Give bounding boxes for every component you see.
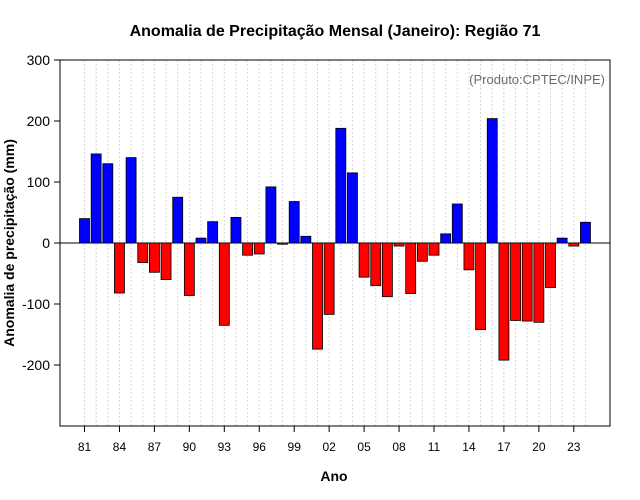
bar-2015 <box>475 242 487 331</box>
x-axis: 81 84 87 90 93 96 99 02 05 08 11 14 17 20 23 <box>78 426 581 454</box>
bar-1982 <box>90 153 102 244</box>
bar-2016 <box>486 118 498 244</box>
x-tick-label: 08 <box>392 440 406 454</box>
bar-2011 <box>428 242 440 256</box>
bar-2019 <box>521 242 533 322</box>
bar-1995 <box>242 242 254 256</box>
vertical-gridlines <box>84 60 586 426</box>
bar-1989 <box>172 196 184 244</box>
bar-2024 <box>580 221 591 244</box>
x-tick-label: 84 <box>113 440 127 454</box>
x-tick-label: 96 <box>253 440 267 454</box>
bar-1994 <box>230 216 242 244</box>
bar-1991 <box>195 237 207 244</box>
x-axis-label: Ano <box>320 468 347 484</box>
x-tick-label: 05 <box>357 440 371 454</box>
bar-1999 <box>288 201 300 244</box>
bar-1987 <box>148 242 160 273</box>
bar-2006 <box>370 242 382 287</box>
bar-1988 <box>160 242 172 280</box>
bar-2017 <box>498 242 510 361</box>
product-credit: (Produto:CPTEC/INPE) <box>469 72 605 87</box>
y-axis: 300 200 100 0 -100 -200 <box>22 52 60 373</box>
bar-2005 <box>358 242 370 278</box>
bar-2018 <box>510 242 521 321</box>
x-tick-label: 23 <box>567 440 581 454</box>
bar-2001 <box>312 242 323 350</box>
x-tick-label: 17 <box>497 440 511 454</box>
x-tick-label: 93 <box>218 440 232 454</box>
x-tick-label: 99 <box>288 440 302 454</box>
y-tick-label: 300 <box>27 52 51 68</box>
bar-2012 <box>440 233 452 244</box>
bar-1998 <box>277 242 288 245</box>
bar-1992 <box>207 221 219 244</box>
bar-2022 <box>556 237 568 244</box>
bar-2010 <box>416 242 428 262</box>
bar-1983 <box>102 163 114 244</box>
bar-2009 <box>405 242 417 295</box>
bar-2013 <box>451 203 463 244</box>
bar-1996 <box>253 242 265 255</box>
bar-1981 <box>79 218 90 244</box>
chart-title: Anomalia de Precipitação Mensal (Janeiro… <box>130 23 541 40</box>
y-tick-label: -200 <box>22 357 50 373</box>
x-tick-label: 81 <box>78 440 92 454</box>
bar-1986 <box>137 242 149 263</box>
x-tick-label: 20 <box>532 440 546 454</box>
bar-2003 <box>335 127 347 244</box>
bar-2002 <box>323 242 335 315</box>
bar-1985 <box>125 157 137 244</box>
y-tick-label: -100 <box>22 296 50 312</box>
x-tick-label: 11 <box>428 440 441 454</box>
bar-2004 <box>347 172 358 244</box>
bar-2020 <box>533 242 545 323</box>
bar-1993 <box>218 242 230 326</box>
y-tick-label: 0 <box>42 235 50 251</box>
bars-group <box>79 118 591 361</box>
bar-2023 <box>568 242 580 247</box>
bar-2007 <box>381 242 393 298</box>
y-axis-label: Anomalia de precipitação (mm) <box>1 139 17 347</box>
y-tick-label: 200 <box>27 113 51 129</box>
bar-2021 <box>545 242 556 288</box>
bar-2000 <box>300 235 312 244</box>
bar-1997 <box>265 186 277 244</box>
x-tick-label: 87 <box>148 440 162 454</box>
y-tick-label: 100 <box>27 174 51 190</box>
bar-2014 <box>463 242 475 271</box>
bar-1990 <box>183 242 195 296</box>
x-tick-label: 90 <box>183 440 197 454</box>
bar-2008 <box>393 242 405 247</box>
bar-1984 <box>114 242 125 294</box>
x-tick-label: 02 <box>322 440 336 454</box>
x-tick-label: 14 <box>462 440 476 454</box>
